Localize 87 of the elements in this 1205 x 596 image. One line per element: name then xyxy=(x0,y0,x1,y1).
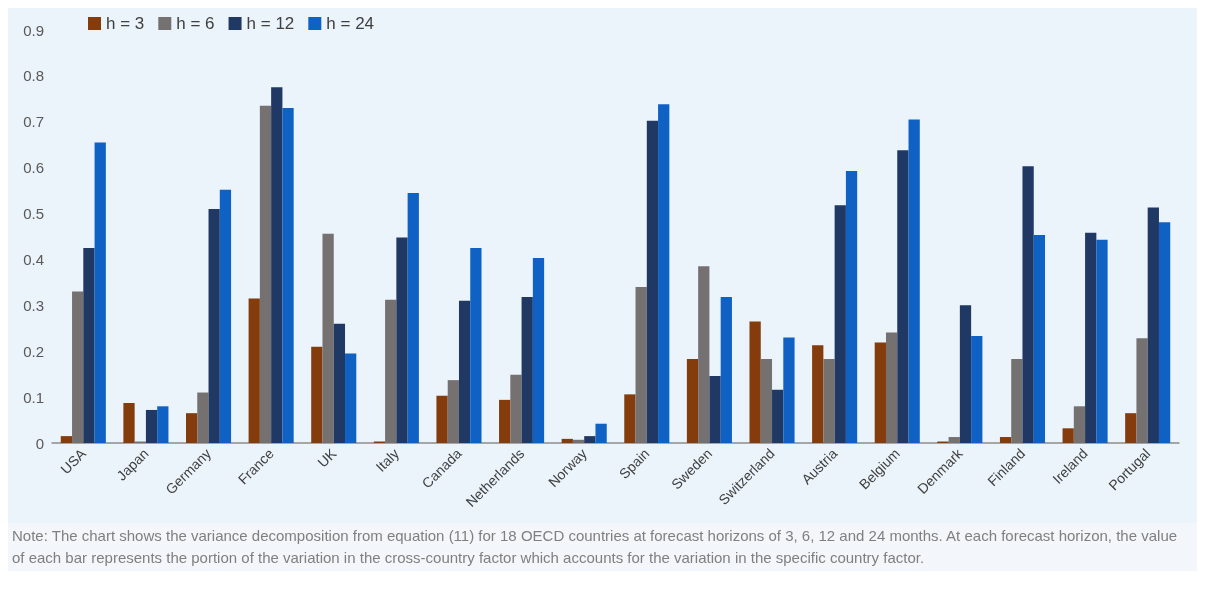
bar xyxy=(561,438,573,443)
bar xyxy=(772,389,784,443)
y-tick-label: 0.7 xyxy=(23,113,44,131)
bar xyxy=(271,87,283,443)
y-tick-label: 0.5 xyxy=(23,205,44,223)
bar xyxy=(83,247,95,443)
bar xyxy=(123,403,135,443)
bar xyxy=(1033,235,1046,443)
bar xyxy=(1073,406,1086,443)
bar xyxy=(385,299,397,443)
bar xyxy=(908,119,920,443)
bar xyxy=(282,108,294,443)
legend-label: h = 24 xyxy=(326,14,375,33)
bar xyxy=(698,266,710,443)
bar xyxy=(1022,166,1034,443)
bar xyxy=(635,286,647,443)
bar xyxy=(760,359,773,443)
x-tick-label: USA xyxy=(57,444,90,477)
bar xyxy=(709,376,721,443)
x-tick-label: Italy xyxy=(372,445,403,475)
bar xyxy=(834,205,846,443)
bar xyxy=(1158,222,1171,443)
bar xyxy=(311,346,323,443)
bar xyxy=(219,189,232,443)
bar xyxy=(874,342,886,443)
y-tick-label: 0.4 xyxy=(23,250,44,268)
bar xyxy=(999,437,1012,443)
bar xyxy=(897,150,909,443)
bar xyxy=(436,395,448,443)
bar xyxy=(185,413,198,443)
legend-label: h = 12 xyxy=(246,14,295,33)
bar xyxy=(845,170,858,443)
bar xyxy=(1085,232,1097,443)
bar xyxy=(60,436,73,443)
bar xyxy=(1136,338,1148,443)
bar xyxy=(595,423,607,443)
bar xyxy=(823,359,835,443)
bar xyxy=(1011,359,1023,443)
bar xyxy=(407,192,419,443)
bar xyxy=(1147,207,1159,443)
bar xyxy=(720,297,732,443)
y-tick-label: 0.8 xyxy=(23,67,44,85)
bar xyxy=(259,105,272,443)
bar xyxy=(521,297,533,443)
bar xyxy=(1125,413,1137,443)
y-tick-label: 0.6 xyxy=(23,159,44,177)
bar xyxy=(783,337,795,443)
bar xyxy=(1062,428,1074,443)
bar xyxy=(584,436,596,443)
bar xyxy=(145,409,158,443)
bar xyxy=(885,332,898,443)
bar xyxy=(72,291,84,443)
bar xyxy=(646,120,659,443)
y-tick-label: 0 xyxy=(35,434,44,452)
bar xyxy=(208,208,220,443)
bar xyxy=(197,392,209,443)
bar xyxy=(971,336,983,443)
bar xyxy=(333,323,346,443)
x-tick-label: UK xyxy=(314,444,340,471)
bar xyxy=(658,104,670,443)
bar xyxy=(458,300,471,443)
bar xyxy=(959,305,972,443)
text: Note: The chart shows the variance decomposition from equation (11) for 18 OECD countries at forecast horizons of 3, 6, 12 and 24 months. At each forecast horizon, the value of each bar represents the portion of the variation in the cross-country factor which accounts for the variation in the specific country factor. xyxy=(8,523,1197,571)
bar xyxy=(470,247,482,443)
bar xyxy=(447,380,459,443)
y-tick-label: 0.9 xyxy=(23,21,44,39)
bar xyxy=(686,359,699,443)
y-tick-label: 0.1 xyxy=(23,388,44,406)
bar xyxy=(248,298,260,443)
y-tick-label: 0.2 xyxy=(23,342,44,360)
bar xyxy=(1096,239,1108,443)
bar xyxy=(948,437,960,443)
bar xyxy=(812,345,824,443)
bar xyxy=(499,399,511,443)
legend-label: h = 3 xyxy=(106,14,145,33)
bar xyxy=(94,142,106,443)
bar xyxy=(624,394,636,443)
bar xyxy=(322,233,334,443)
bar xyxy=(345,353,357,443)
bar xyxy=(396,237,408,443)
legend-label: h = 6 xyxy=(176,14,215,33)
bar xyxy=(749,321,761,443)
bar xyxy=(510,374,522,443)
bar xyxy=(572,439,585,443)
bar xyxy=(532,258,545,443)
y-tick-label: 0.3 xyxy=(23,296,44,314)
bar xyxy=(157,406,169,443)
